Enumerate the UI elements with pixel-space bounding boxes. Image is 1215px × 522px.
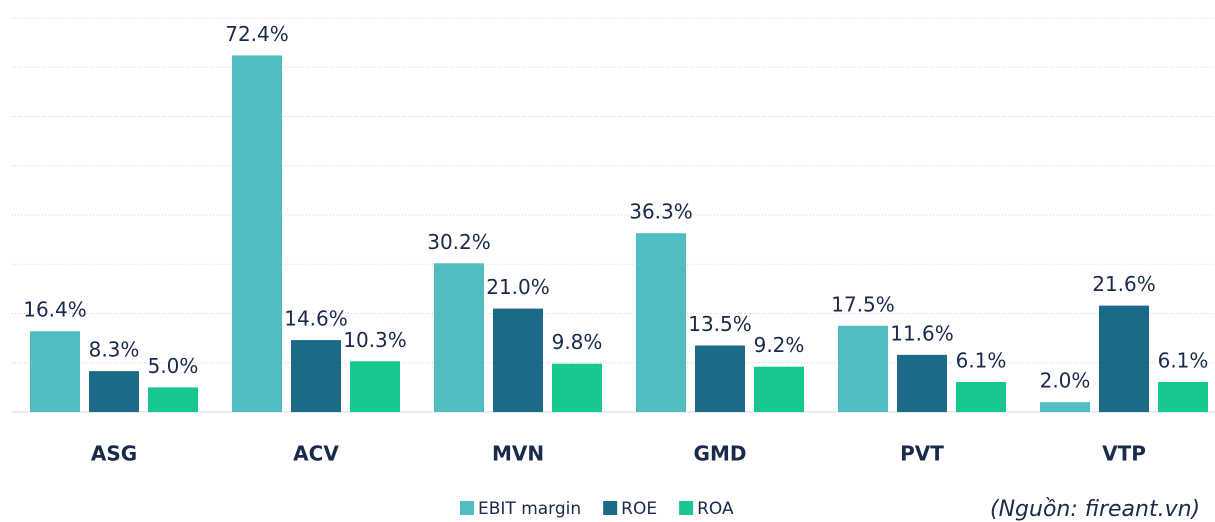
bar [636,233,686,412]
bar [695,345,745,412]
bar [350,361,400,412]
bar [493,308,543,412]
bar [1158,381,1208,412]
bar [956,381,1006,412]
x-tick-label: ASG [91,442,137,466]
data-label: 10.3% [343,328,407,352]
bar [552,363,602,412]
x-tick-label: GMD [694,442,747,466]
legend-swatch [603,501,618,515]
legend-label: EBIT margin [478,499,581,519]
data-label: 36.3% [629,200,693,224]
data-label: 6.1% [1158,348,1209,372]
data-label: 9.2% [754,333,805,357]
bar [291,340,341,412]
x-tick-label: MVN [492,442,544,466]
legend-label: ROA [697,499,734,519]
x-tick-label: ACV [293,442,339,466]
data-label: 8.3% [89,338,140,362]
data-label: 14.6% [284,307,348,331]
bar [434,263,484,412]
bar [1099,305,1149,412]
data-label: 30.2% [427,230,491,254]
data-label: 2.0% [1040,369,1091,393]
legend-swatch [460,501,474,515]
bar [1040,402,1090,412]
data-label: 17.5% [831,292,895,316]
data-label: 5.0% [148,354,199,378]
data-label: 13.5% [688,312,752,336]
bar [89,371,139,412]
bar [838,325,888,412]
data-label: 11.6% [890,321,954,345]
x-tick-label: VTP [1102,442,1146,466]
legend-swatch [679,501,694,515]
data-label: 72.4% [225,22,289,46]
bar [148,387,198,412]
bar [30,331,80,412]
data-label: 21.0% [486,275,550,299]
x-tick-label: PVT [900,442,944,466]
data-label: 6.1% [956,348,1007,372]
bar [232,55,282,413]
legend-label: ROE [621,499,657,519]
source-note: (Nguồn: fireant.vn) [990,497,1200,522]
data-label: 21.6% [1092,272,1156,296]
data-label: 16.4% [23,298,87,322]
bar [897,354,947,412]
bar [754,366,804,412]
data-label: 9.8% [552,330,603,354]
